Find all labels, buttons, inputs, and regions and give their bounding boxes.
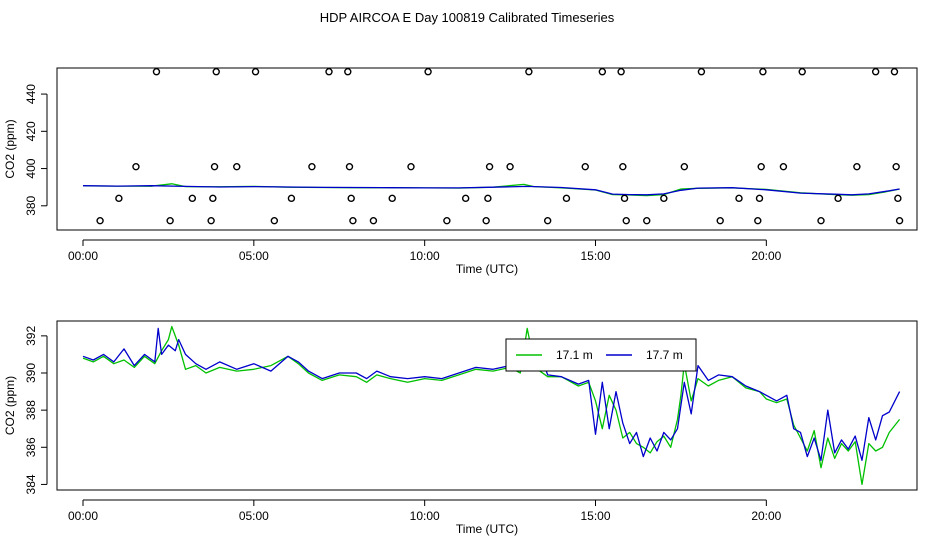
data-point xyxy=(620,194,629,203)
data-point xyxy=(349,216,357,225)
y-tick-label: 384 xyxy=(24,474,38,494)
data-point xyxy=(461,194,470,203)
legend-label-2: 17.7 m xyxy=(646,348,683,362)
data-point xyxy=(643,216,651,225)
data-point xyxy=(853,162,861,171)
y-tick-label: 400 xyxy=(24,158,38,178)
x-tick-label: 20:00 xyxy=(751,509,781,523)
series-line-1 xyxy=(82,183,900,197)
data-point xyxy=(619,162,627,171)
data-point xyxy=(779,162,788,171)
y-axis-label: CO2 (ppm) xyxy=(3,119,17,178)
data-point xyxy=(735,194,743,203)
data-point xyxy=(443,216,451,225)
data-point xyxy=(251,68,260,76)
panel-top: 00:00 05:00 10:00 15:00 20:00 Time (UTC) 380 40… xyxy=(3,67,918,276)
data-point xyxy=(270,216,279,225)
x-tick-label: 15:00 xyxy=(580,249,610,263)
data-point xyxy=(325,68,333,76)
x-tick-label: 10:00 xyxy=(410,509,440,523)
data-point xyxy=(622,216,630,225)
data-point xyxy=(660,194,668,203)
data-point xyxy=(233,162,241,171)
data-point xyxy=(210,162,219,171)
data-point xyxy=(894,194,902,203)
data-point xyxy=(754,216,762,225)
data-point xyxy=(407,162,415,171)
data-point xyxy=(207,216,215,225)
data-point xyxy=(188,194,197,203)
data-point xyxy=(287,194,296,203)
data-point xyxy=(834,194,842,203)
data-point xyxy=(525,68,533,76)
figure-title: HDP AIRCOA E Day 100819 Calibrated Times… xyxy=(320,10,615,25)
data-point xyxy=(697,68,706,76)
data-point xyxy=(598,68,607,76)
data-point xyxy=(817,216,825,225)
data-point xyxy=(132,162,140,171)
data-point xyxy=(890,68,899,76)
data-point xyxy=(562,194,571,203)
data-point xyxy=(755,194,764,203)
data-point xyxy=(482,216,490,225)
data-point xyxy=(424,68,432,76)
series-line-2 xyxy=(82,185,900,196)
y-tick-label: 392 xyxy=(24,326,38,346)
data-point xyxy=(485,162,494,171)
data-point xyxy=(152,68,161,76)
data-point xyxy=(347,194,355,203)
data-point xyxy=(115,194,123,203)
data-point xyxy=(543,216,552,225)
series-line-2 xyxy=(82,327,901,461)
plot-frame xyxy=(56,320,918,491)
data-point xyxy=(716,216,724,225)
data-point xyxy=(759,68,767,76)
legend-label-1: 17.1 m xyxy=(556,348,593,362)
data-point xyxy=(484,194,492,203)
data-point xyxy=(344,68,352,76)
data-point xyxy=(581,162,589,171)
data-point xyxy=(617,68,625,76)
y-tick-label: 390 xyxy=(24,363,38,383)
x-tick-label: 00:00 xyxy=(68,509,98,523)
x-tick-label: 05:00 xyxy=(239,249,269,263)
plot-frame xyxy=(56,67,918,231)
panel-bottom: 00:00 05:00 10:00 15:00 20:00 Time (UTC) 384 38… xyxy=(3,320,918,536)
data-point xyxy=(892,162,900,171)
data-point xyxy=(369,216,378,225)
data-point xyxy=(345,162,354,171)
data-point xyxy=(871,68,880,76)
y-tick-label: 440 xyxy=(24,84,38,104)
legend: 17.1 m 17.7 m xyxy=(505,338,697,372)
x-tick-label: 00:00 xyxy=(68,249,98,263)
data-point xyxy=(798,68,806,76)
x-tick-label: 10:00 xyxy=(410,249,440,263)
data-point xyxy=(166,216,174,225)
x-axis-label: Time (UTC) xyxy=(456,522,518,536)
data-point xyxy=(212,68,220,76)
data-point xyxy=(757,162,765,171)
x-tick-label: 15:00 xyxy=(580,509,610,523)
y-tick-label: 420 xyxy=(24,121,38,141)
data-point xyxy=(209,194,217,203)
y-axis-label: CO2 (ppm) xyxy=(3,376,17,435)
y-tick-label: 386 xyxy=(24,437,38,457)
series-line-1 xyxy=(82,325,901,486)
y-tick-label: 380 xyxy=(24,195,38,215)
data-point xyxy=(308,162,316,171)
data-point xyxy=(506,162,514,171)
data-point xyxy=(96,216,104,225)
data-point xyxy=(388,194,396,203)
y-tick-label: 388 xyxy=(24,400,38,420)
x-axis-label: Time (UTC) xyxy=(456,262,518,276)
data-point xyxy=(895,216,904,225)
x-tick-label: 20:00 xyxy=(751,249,781,263)
x-tick-label: 05:00 xyxy=(239,509,269,523)
data-point xyxy=(680,162,689,171)
